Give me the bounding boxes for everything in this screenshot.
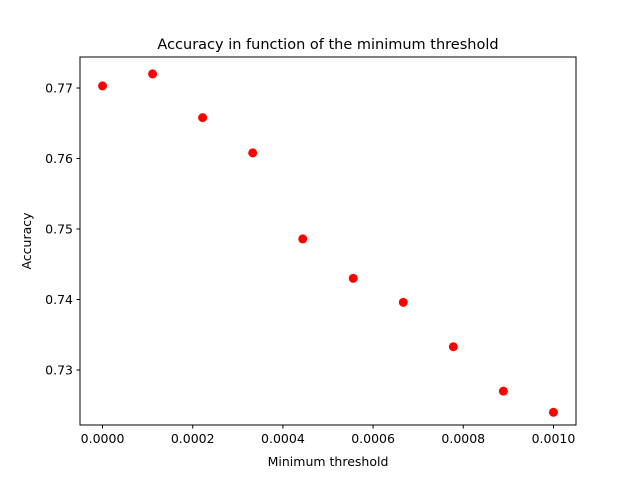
x-tick-label: 0.0008 <box>441 431 485 446</box>
data-point <box>348 273 358 283</box>
data-point <box>398 297 408 307</box>
y-tick-label: 0.73 <box>45 363 73 378</box>
x-tick-label: 0.0000 <box>81 431 125 446</box>
y-tick-label: 0.77 <box>45 81 73 96</box>
data-point <box>498 386 508 396</box>
data-points <box>98 69 558 417</box>
data-point <box>298 234 308 244</box>
x-tick-label: 0.0006 <box>351 431 395 446</box>
plot-area-frame <box>79 56 577 426</box>
x-axis-ticks: 0.0000 0.0002 0.0004 0.0006 0.0008 0.0010 <box>81 425 576 446</box>
data-point <box>448 342 458 352</box>
data-point <box>198 113 208 123</box>
x-tick-label: 0.0010 <box>532 431 576 446</box>
x-tick-label: 0.0004 <box>261 431 305 446</box>
data-point <box>98 81 108 91</box>
y-axis-ticks: 0.73 0.74 0.75 0.76 0.77 <box>45 81 80 378</box>
y-tick-label: 0.74 <box>45 292 73 307</box>
data-point <box>148 69 158 79</box>
x-tick-label: 0.0002 <box>171 431 215 446</box>
data-point <box>248 148 258 158</box>
chart-title: Accuracy in function of the minimum thre… <box>157 37 498 53</box>
y-axis-label: Accuracy <box>19 212 34 270</box>
data-point <box>548 407 558 417</box>
x-axis-label: Minimum threshold <box>268 454 389 469</box>
y-tick-label: 0.76 <box>45 151 73 166</box>
y-tick-label: 0.75 <box>45 222 73 237</box>
